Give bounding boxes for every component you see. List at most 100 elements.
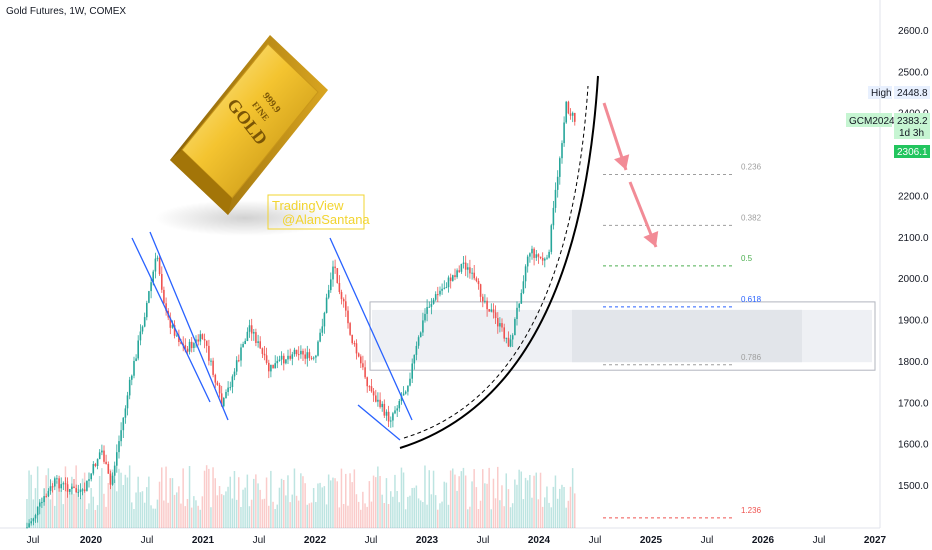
volume-bar <box>432 470 435 528</box>
volume-bar <box>398 502 400 528</box>
candle-body <box>432 299 435 304</box>
candle-body <box>392 413 394 421</box>
volume-bar <box>428 470 430 528</box>
volume-bar <box>541 506 544 528</box>
candle-body <box>186 348 189 352</box>
volume-bar <box>148 476 150 528</box>
volume-bar <box>411 488 413 528</box>
fib-label: 0.5 <box>741 254 753 263</box>
volume-bar <box>47 468 50 528</box>
candle-body <box>522 281 525 293</box>
candle-body <box>225 392 227 398</box>
candle-body <box>338 283 341 292</box>
candle-body <box>514 319 516 336</box>
candle-body <box>94 464 97 466</box>
candle-body <box>327 290 330 298</box>
volume-bar <box>396 491 398 528</box>
projection-arrow-1-head <box>614 154 630 170</box>
volume-bar <box>533 475 535 528</box>
candle-body <box>280 355 283 360</box>
volume-bar <box>473 469 475 528</box>
volume-bar <box>265 477 268 528</box>
candle-body <box>240 347 242 361</box>
candle-body <box>141 326 144 332</box>
candle-body <box>490 309 493 312</box>
candle-body <box>259 341 261 349</box>
volume-bar <box>439 503 441 528</box>
volume-bar <box>120 472 122 528</box>
x-axis[interactable]: Jul 2020 Jul 2021 Jul 2022 Jul 2023 Jul 2024 Jul 20… <box>27 535 887 546</box>
volume-bar <box>201 496 204 528</box>
candle-body <box>428 306 431 308</box>
candle-body <box>357 353 360 357</box>
candle-body <box>73 486 75 489</box>
candle-body <box>77 491 80 493</box>
volume-bar <box>447 504 450 528</box>
volume-bar <box>330 480 332 528</box>
volume-bar <box>128 465 131 528</box>
volume-bar <box>437 509 439 528</box>
volume-bar <box>501 485 503 528</box>
candle-body <box>109 473 112 485</box>
candle-body <box>88 479 90 481</box>
candle-body <box>283 355 285 364</box>
volume-bar <box>327 474 330 528</box>
candle-body <box>45 496 47 498</box>
fib-label: 0.236 <box>741 163 762 172</box>
volume-bar <box>531 497 533 528</box>
volume-bar <box>445 482 448 528</box>
candle-body <box>143 317 146 327</box>
x-tick-label: 2021 <box>192 535 215 546</box>
volume-bar <box>56 480 58 528</box>
volume-bar <box>111 469 114 528</box>
candle-body <box>26 527 28 529</box>
volume-bar <box>171 478 174 528</box>
candle-body <box>71 486 73 489</box>
volume-bar <box>357 501 360 528</box>
volume-bar <box>45 475 47 528</box>
candle-body <box>293 349 296 355</box>
candle-body <box>518 303 520 308</box>
volume-bar <box>372 475 375 528</box>
volume-bar <box>163 500 165 528</box>
candle-body <box>574 112 576 122</box>
fib-label: 0.786 <box>741 353 762 362</box>
candle-body <box>375 395 377 402</box>
volume-bar <box>387 504 390 528</box>
projection-arrows-layer <box>602 102 659 248</box>
candle-body <box>214 374 217 383</box>
volume-bar <box>518 469 520 528</box>
candle-body <box>336 268 339 283</box>
x-tick-label: 2024 <box>528 535 551 546</box>
candle-body <box>383 403 386 416</box>
volume-bar <box>223 495 225 528</box>
candle-body <box>111 475 114 485</box>
volume-bar <box>308 503 311 528</box>
volume-bar <box>559 488 561 528</box>
volume-bar <box>563 487 565 528</box>
volume-bar <box>561 484 563 528</box>
support-zone-layer <box>369 301 876 371</box>
volume-bar <box>556 498 559 528</box>
candle-body <box>437 294 439 296</box>
volume-bar <box>507 489 510 528</box>
candle-body <box>126 395 129 409</box>
volume-bar <box>270 470 272 528</box>
candle-body <box>415 345 418 355</box>
candle-body <box>216 382 219 385</box>
volume-bar <box>460 471 463 528</box>
volume-bar <box>199 509 201 528</box>
volume-bar <box>220 494 223 528</box>
volume-bar <box>332 477 334 528</box>
candle-body <box>317 341 319 356</box>
volume-bar <box>565 507 567 528</box>
volume-bar <box>535 472 537 528</box>
candle-body <box>272 364 274 369</box>
x-tick-label: 2022 <box>304 535 327 546</box>
candle-body <box>499 323 501 327</box>
candle-body <box>90 473 92 480</box>
volume-bar <box>509 507 512 528</box>
candle-body <box>300 350 302 355</box>
candle-body <box>449 277 452 281</box>
